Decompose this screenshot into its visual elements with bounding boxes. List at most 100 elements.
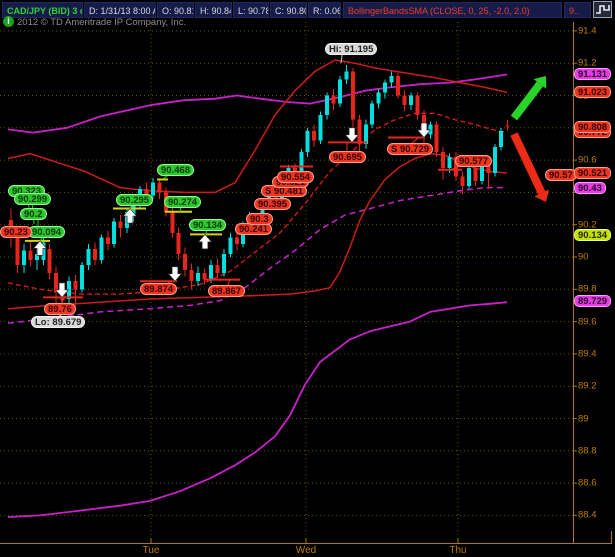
down-candle: [473, 163, 478, 186]
down-candle: [350, 68, 355, 136]
down-candle: [92, 242, 97, 266]
symbol-label: CAD/JPY (BID): [7, 6, 70, 16]
y-axis-label: 91.4: [578, 25, 597, 37]
y-axis-label: 89.4: [578, 348, 597, 360]
buy-order-bubble[interactable]: 90.274: [164, 196, 202, 208]
up-candle: [499, 127, 504, 151]
up-candle: [196, 266, 201, 287]
chart-style-button[interactable]: [593, 1, 612, 18]
up-candle: [492, 143, 497, 177]
axis-price-bubble: 90.808: [574, 120, 612, 133]
up-candle: [466, 164, 471, 190]
x-axis-label: Thu: [449, 545, 467, 556]
down-fill-arrow: [167, 266, 183, 282]
buy-order-bubble[interactable]: 90.094: [28, 226, 66, 238]
buy-order-bubble[interactable]: 90.468: [157, 164, 195, 176]
down-candle: [505, 120, 510, 131]
y-axis-label: 89: [578, 413, 589, 424]
red-middle-band-dashed: [7, 112, 508, 295]
axis-price-bubble: 91.131: [574, 68, 612, 81]
axis-price-bubble: 91.023: [574, 85, 612, 98]
study-label[interactable]: BollingerBandsSMA (CLOSE, 0, 25, -2.0, 2…: [343, 2, 562, 18]
red-upper-band: [7, 59, 508, 194]
y-axis-label: 89.6: [578, 316, 597, 328]
buy-order-bubble[interactable]: 90.134: [189, 219, 227, 231]
y-axis-label: 90.2: [578, 219, 597, 231]
up-candle: [318, 111, 323, 144]
axis-price-bubble: 89.729: [574, 294, 612, 307]
down-candle: [357, 114, 362, 154]
sell-order-bubble[interactable]: 89.874: [140, 283, 178, 295]
down-candle: [105, 231, 110, 251]
y-axis-label: 88.8: [578, 445, 597, 457]
up-candle: [150, 177, 155, 199]
bearish-red-arrow-head: [534, 189, 549, 202]
up-candle: [325, 92, 330, 120]
up-candle: [370, 100, 375, 128]
sell-order-bubble[interactable]: 90.695: [329, 151, 367, 163]
range-box: R: 0.064: [308, 2, 341, 18]
down-candle: [157, 179, 162, 199]
sell-order-bubble[interactable]: 90.554: [277, 171, 315, 183]
down-candle: [54, 266, 59, 306]
close-box: C: 90.808: [270, 2, 307, 18]
sell-order-bubble[interactable]: 90.57: [545, 169, 577, 181]
copyright-watermark: 2012 © TD Ameritrade IP Company, Inc.: [17, 17, 187, 28]
buy-order-bubble[interactable]: 90.2: [20, 208, 47, 220]
up-candle: [21, 244, 26, 274]
up-fill-arrow: [32, 240, 48, 256]
axis-price-bubble: 90.43: [574, 181, 606, 194]
buy-order-bubble[interactable]: 90.295: [116, 194, 154, 206]
sell-order-bubble[interactable]: 90.577: [455, 155, 493, 167]
sell-order-bubble[interactable]: 90.23: [0, 226, 32, 238]
open-box: O: 90.815: [157, 2, 194, 18]
high-box: H: 90.847: [195, 2, 232, 18]
sell-order-bubble[interactable]: 89.76: [44, 303, 76, 315]
up-candle: [79, 261, 84, 293]
down-candle: [234, 231, 239, 251]
info-icon[interactable]: i: [3, 16, 14, 27]
down-candle: [47, 244, 52, 280]
y-axis-label: 90.6: [578, 154, 597, 166]
down-candle: [215, 258, 220, 278]
bullish-green-arrow-head: [533, 76, 547, 89]
down-candle: [312, 124, 317, 148]
up-candle: [305, 127, 310, 157]
buy-order-bubble[interactable]: 90.299: [14, 193, 52, 205]
sell-order-bubble[interactable]: 90.3: [246, 213, 273, 225]
sell-order-bubble[interactable]: 89.867: [208, 285, 246, 297]
down-candle: [176, 227, 181, 261]
down-candle: [28, 240, 33, 267]
red-lower-band: [7, 152, 508, 310]
down-candle: [73, 274, 78, 306]
axis-price-bubble: 90.134: [574, 229, 612, 242]
y-axis-label: 90: [578, 251, 589, 263]
y-axis-label: 88.6: [578, 477, 597, 489]
study2-label[interactable]: 9..: [564, 2, 591, 18]
down-candle: [202, 268, 207, 285]
down-candle: [183, 247, 188, 277]
x-axis-label: Tue: [142, 545, 160, 556]
down-candle: [15, 231, 20, 274]
high-label-bubble[interactable]: Hi: 91.195: [325, 43, 378, 55]
up-candle: [376, 89, 381, 109]
bearish-red-arrow: [510, 132, 546, 195]
down-candle: [460, 171, 465, 195]
sell-order-bubble[interactable]: 90.395: [254, 198, 292, 210]
up-candle: [389, 71, 394, 88]
up-candle: [99, 234, 104, 264]
low-label-bubble[interactable]: Lo: 89.679: [31, 316, 86, 328]
down-candle: [441, 147, 446, 180]
magenta-lower-band: [7, 301, 508, 518]
x-axis-label: Wed: [295, 545, 317, 556]
y-axis-label: 91.2: [578, 57, 597, 69]
down-candle: [331, 89, 336, 111]
y-axis-label: 89.2: [578, 380, 597, 392]
timeframe-label: 3 d 1h: [72, 6, 82, 16]
sell-order-bubble[interactable]: S 90.729: [387, 143, 434, 155]
up-candle: [344, 64, 349, 85]
symbol-box[interactable]: CAD/JPY (BID) 3 d 1h: [2, 2, 83, 18]
down-candle: [118, 215, 123, 238]
